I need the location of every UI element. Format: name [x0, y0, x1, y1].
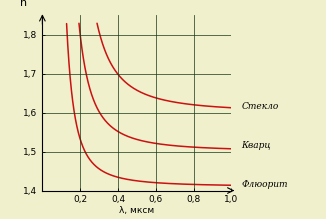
- Text: Стекло: Стекло: [241, 102, 278, 111]
- Text: Кварц: Кварц: [241, 141, 271, 150]
- Text: Флюорит: Флюорит: [241, 180, 288, 189]
- Y-axis label: n: n: [20, 0, 27, 8]
- X-axis label: λ, мксм: λ, мксм: [119, 206, 155, 215]
